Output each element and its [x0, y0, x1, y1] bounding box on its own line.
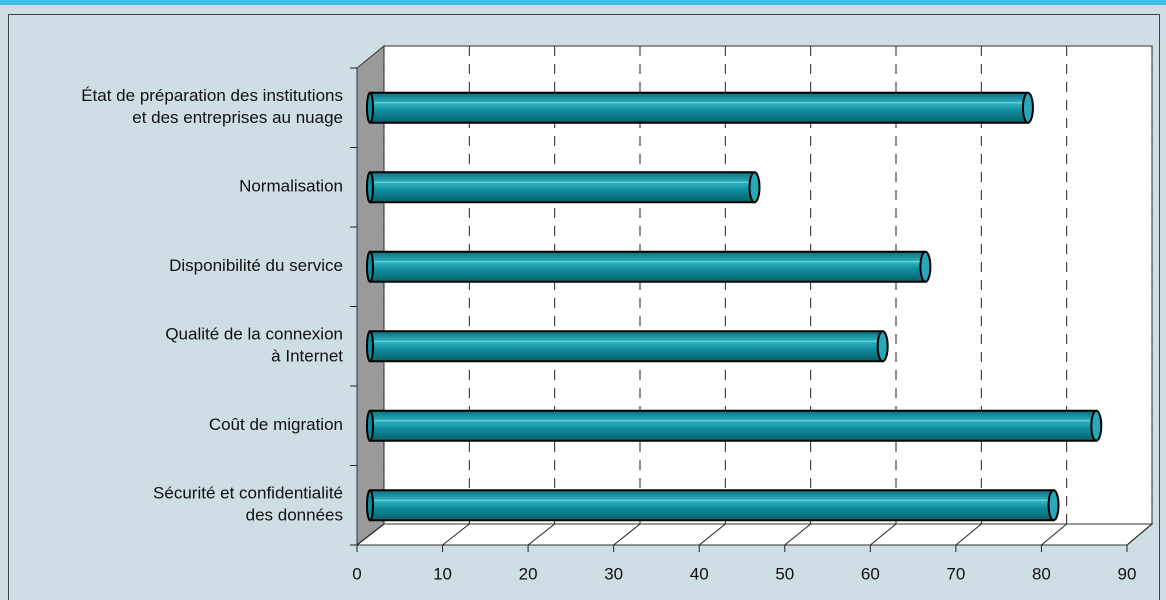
bar-body	[369, 250, 927, 283]
floor-tick	[784, 523, 811, 546]
bar-cap-right	[1021, 91, 1034, 124]
x-tick-label: 0	[352, 564, 361, 583]
bar-cap-left	[366, 409, 374, 442]
floor-tick	[356, 523, 385, 546]
floor-tick	[955, 523, 982, 546]
y-tick-label: État de préparation des institutions et d…	[81, 86, 343, 127]
x-tick-label: 50	[775, 564, 794, 583]
bar-cap-left	[366, 330, 374, 363]
x-tick-label: 40	[690, 564, 709, 583]
x-tick-label: 10	[433, 564, 452, 583]
y-tick-label: Normalisation	[239, 177, 343, 196]
bar	[366, 171, 761, 204]
bar	[366, 409, 1103, 442]
bar-cap-right	[1047, 489, 1060, 522]
floor-tick	[870, 523, 897, 546]
bar-cap-right	[1090, 409, 1103, 442]
floor-tick	[613, 523, 641, 546]
y-tick-label: Sécurité et confidentialité des données	[153, 484, 343, 525]
x-tick-label: 80	[1032, 564, 1051, 583]
bar-cap-right	[748, 171, 761, 204]
frame	[8, 14, 1160, 600]
bar-body	[369, 91, 1029, 124]
floor-tick	[698, 523, 726, 546]
x-tick-label: 90	[1118, 564, 1137, 583]
y-tick-label: Coût de migration	[209, 415, 343, 434]
bar-cap-left	[366, 91, 374, 124]
bar-cap-right	[919, 250, 932, 283]
y-tick-label: Disponibilité du service	[169, 256, 343, 275]
top-bar	[0, 0, 1166, 5]
bar	[366, 489, 1060, 522]
bar	[366, 91, 1034, 124]
bar-cap-left	[366, 489, 374, 522]
bar-body	[369, 171, 756, 204]
back-wall	[383, 45, 1153, 525]
bar-body	[369, 330, 884, 363]
floor-tick	[1126, 523, 1153, 546]
floor-tick	[442, 523, 470, 546]
x-tick-label: 30	[604, 564, 623, 583]
x-tick-label: 70	[946, 564, 965, 583]
bar-body	[369, 409, 1098, 442]
bar-body	[369, 489, 1055, 522]
x-tick-label: 60	[861, 564, 880, 583]
bar	[366, 250, 932, 283]
bar-cap-left	[366, 171, 374, 204]
floor-tick	[527, 523, 555, 546]
bar-cap-right	[876, 330, 889, 363]
floor-tick	[1041, 523, 1067, 546]
bar	[366, 330, 889, 363]
bar-cap-left	[366, 250, 374, 283]
x-tick-label: 20	[519, 564, 538, 583]
floor	[355, 523, 1154, 546]
y-tick-label: Qualité de la connexion à Internet	[165, 325, 343, 366]
